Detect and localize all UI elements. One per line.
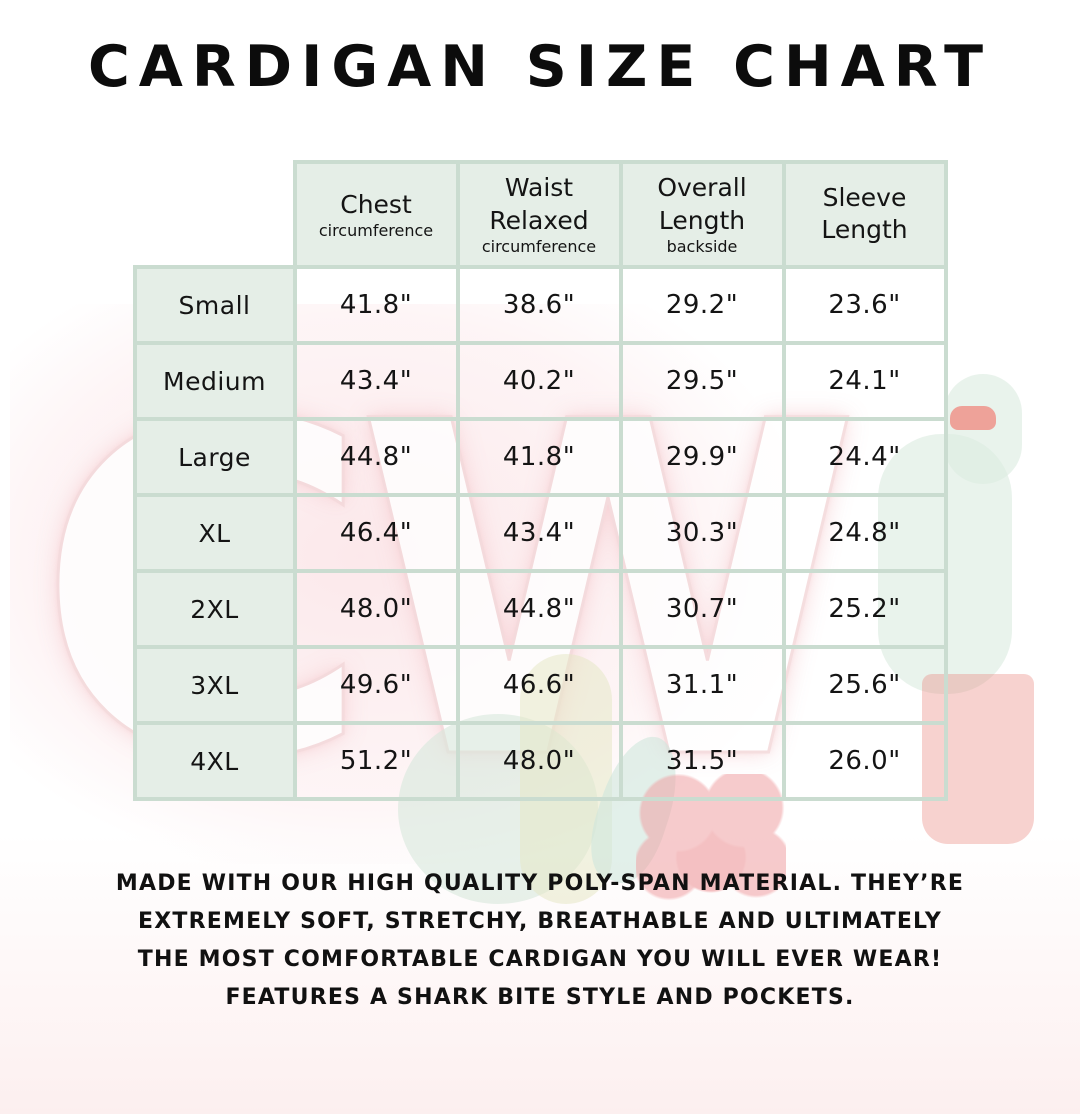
header-row: Chest circumference Waist Relaxed circum… xyxy=(135,160,948,269)
table-row-2xl: 2XL 48.0" 44.8" 30.7" 25.2" xyxy=(132,569,948,649)
size-label-cell: XL xyxy=(132,493,297,573)
col-header-sublabel: circumference xyxy=(481,237,597,257)
chest-value-cell: 49.6" xyxy=(292,645,460,725)
chest-value-cell: 46.4" xyxy=(292,493,460,573)
chest-value-cell: 41.8" xyxy=(292,265,460,345)
size-label-cell: Large xyxy=(132,417,297,497)
col-header-label: Sleeve Length xyxy=(821,182,908,245)
waist-value-cell: 38.6" xyxy=(455,265,623,345)
size-chart-table: Chest circumference Waist Relaxed circum… xyxy=(132,160,948,801)
length-value-cell: 31.1" xyxy=(618,645,786,725)
sleeve-value-cell: 25.2" xyxy=(781,569,948,649)
table-row-xl: XL 46.4" 43.4" 30.3" 24.8" xyxy=(132,493,948,573)
col-header-waist-relaxed: Waist Relaxed circumference xyxy=(455,160,623,269)
description-line: FEATURES A SHARK BITE STYLE AND POCKETS. xyxy=(225,985,855,1010)
length-value-cell: 29.5" xyxy=(618,341,786,421)
col-header-sublabel: backside xyxy=(666,237,738,257)
description-text: MADE WITH OUR HIGH QUALITY POLY-SPAN MAT… xyxy=(0,865,1080,1017)
length-value-cell: 30.3" xyxy=(618,493,786,573)
corner-blank-cell xyxy=(135,162,295,267)
chest-value-cell: 51.2" xyxy=(292,721,460,801)
length-value-cell: 30.7" xyxy=(618,569,786,649)
sleeve-value-cell: 24.4" xyxy=(781,417,948,497)
size-label-cell: 4XL xyxy=(132,721,297,801)
sleeve-value-cell: 23.6" xyxy=(781,265,948,345)
table-row-3xl: 3XL 49.6" 46.6" 31.1" 25.6" xyxy=(132,645,948,725)
chest-value-cell: 48.0" xyxy=(292,569,460,649)
waist-value-cell: 48.0" xyxy=(455,721,623,801)
page-title: CARDIGAN SIZE CHART xyxy=(87,34,993,100)
length-value-cell: 29.9" xyxy=(618,417,786,497)
description-line: THE MOST COMFORTABLE CARDIGAN YOU WILL E… xyxy=(137,947,943,972)
col-header-label: Chest xyxy=(340,189,412,219)
waist-value-cell: 46.6" xyxy=(455,645,623,725)
col-header-overall-length: Overall Length backside xyxy=(618,160,786,269)
size-chart-page: CARDIGAN SIZE CHART Chest circumference … xyxy=(0,34,1080,1017)
col-header-sleeve-length: Sleeve Length xyxy=(781,160,948,269)
table-row-small: Small 41.8" 38.6" 29.2" 23.6" xyxy=(132,265,948,345)
waist-value-cell: 44.8" xyxy=(455,569,623,649)
sleeve-value-cell: 26.0" xyxy=(781,721,948,801)
col-header-label: Waist Relaxed xyxy=(489,173,589,235)
sleeve-value-cell: 24.1" xyxy=(781,341,948,421)
description-line: EXTREMELY SOFT, STRETCHY, BREATHABLE AND… xyxy=(138,909,942,934)
col-header-chest: Chest circumference xyxy=(292,160,460,269)
table-row-4xl: 4XL 51.2" 48.0" 31.5" 26.0" xyxy=(132,721,948,801)
table-row-medium: Medium 43.4" 40.2" 29.5" 24.1" xyxy=(132,341,948,421)
size-label-cell: 2XL xyxy=(132,569,297,649)
length-value-cell: 31.5" xyxy=(618,721,786,801)
size-label-cell: Medium xyxy=(132,341,297,421)
chest-value-cell: 44.8" xyxy=(292,417,460,497)
waist-value-cell: 43.4" xyxy=(455,493,623,573)
description-line: MADE WITH OUR HIGH QUALITY POLY-SPAN MAT… xyxy=(115,871,965,896)
chest-value-cell: 43.4" xyxy=(292,341,460,421)
sleeve-value-cell: 25.6" xyxy=(781,645,948,725)
col-header-label: Overall Length xyxy=(657,173,747,235)
sleeve-value-cell: 24.8" xyxy=(781,493,948,573)
size-label-cell: Small xyxy=(132,265,297,345)
table-row-large: Large 44.8" 41.8" 29.9" 24.4" xyxy=(132,417,948,497)
size-label-cell: 3XL xyxy=(132,645,297,725)
length-value-cell: 29.2" xyxy=(618,265,786,345)
waist-value-cell: 40.2" xyxy=(455,341,623,421)
col-header-sublabel: circumference xyxy=(318,221,434,241)
waist-value-cell: 41.8" xyxy=(455,417,623,497)
